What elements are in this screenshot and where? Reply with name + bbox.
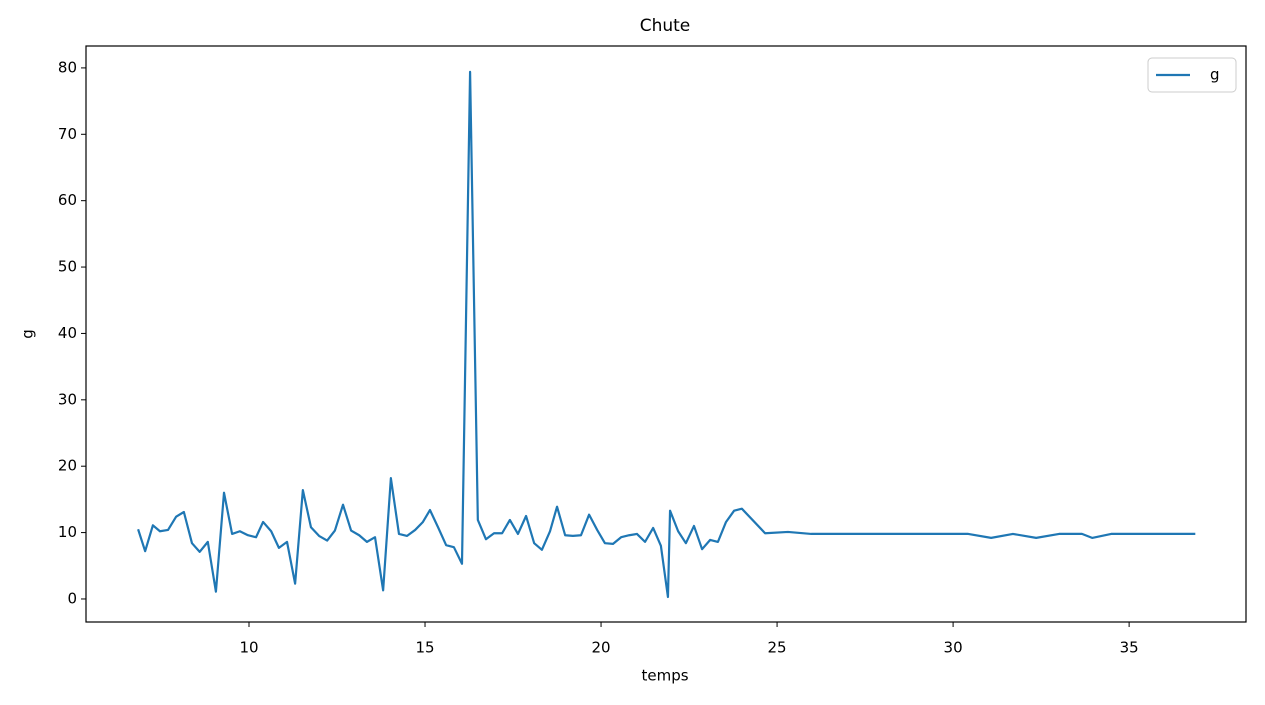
x-axis-label: temps bbox=[641, 667, 688, 685]
x-tick-label: 35 bbox=[1120, 639, 1139, 657]
y-tick-label: 40 bbox=[58, 324, 77, 342]
plot-frame bbox=[85, 45, 1247, 623]
x-tick-label: 30 bbox=[944, 639, 963, 657]
legend-box bbox=[1147, 57, 1237, 93]
y-tick-label: 60 bbox=[58, 191, 77, 209]
y-tick-label: 10 bbox=[58, 523, 77, 541]
legend-label: g bbox=[1210, 66, 1220, 84]
x-tick-label: 25 bbox=[768, 639, 787, 657]
y-axis-label: g bbox=[19, 329, 37, 339]
x-tick-label: 10 bbox=[239, 639, 258, 657]
y-tick-label: 20 bbox=[58, 457, 77, 475]
y-tick-label: 30 bbox=[58, 390, 77, 408]
y-tick-label: 80 bbox=[58, 58, 77, 76]
chart-title: Chute bbox=[640, 16, 691, 36]
y-tick-label: 0 bbox=[67, 589, 77, 607]
x-tick-label: 15 bbox=[415, 639, 434, 657]
y-tick-label: 70 bbox=[58, 125, 77, 143]
data-line bbox=[137, 70, 1196, 599]
y-tick-label: 50 bbox=[58, 258, 77, 276]
x-tick-label: 20 bbox=[592, 639, 611, 657]
